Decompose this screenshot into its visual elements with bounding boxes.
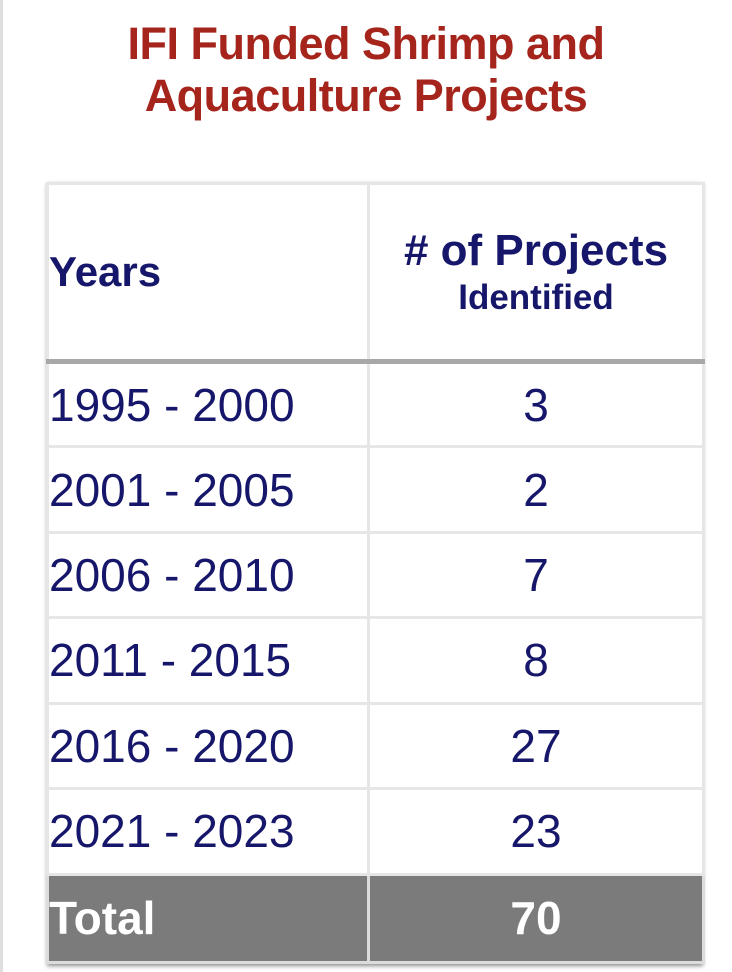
header-years: Years [46, 182, 370, 364]
table-row: 2021 - 2023 23 [46, 787, 705, 876]
table-row: 1995 - 2000 3 [46, 359, 705, 449]
page-title: IFI Funded Shrimp and Aquaculture Projec… [0, 18, 732, 122]
table-row: 2006 - 2010 7 [46, 530, 705, 620]
row-years-cell: 2001 - 2005 [46, 445, 370, 534]
row-projects-cell: 23 [367, 787, 705, 876]
projects-table-container: Years # of Projects Identified 1995 - 20… [46, 182, 705, 965]
row-years-cell: 2016 - 2020 [46, 701, 370, 791]
total-row: Total 70 [46, 872, 705, 965]
row-projects-cell: 7 [367, 530, 705, 620]
header-projects-main: # of Projects [403, 225, 669, 275]
table-row: 2011 - 2015 8 [46, 616, 705, 705]
total-value: 70 [367, 872, 705, 965]
row-projects-cell: 27 [367, 701, 705, 791]
title-line-2: Aquaculture Projects [144, 70, 588, 121]
row-projects-cell: 2 [367, 445, 705, 534]
row-years-cell: 2021 - 2023 [46, 787, 370, 876]
header-projects-sub: Identified [458, 278, 614, 318]
left-edge-rule [0, 0, 3, 972]
table-header-row: Years # of Projects Identified [46, 182, 705, 364]
header-projects: # of Projects Identified [367, 182, 705, 364]
total-label: Total [46, 872, 370, 965]
row-projects-cell: 8 [367, 616, 705, 705]
table-row: 2001 - 2005 2 [46, 445, 705, 534]
projects-table: Years # of Projects Identified 1995 - 20… [46, 182, 705, 965]
table-row: 2016 - 2020 27 [46, 701, 705, 791]
title-line-1: IFI Funded Shrimp and [127, 18, 606, 69]
row-years-cell: 2006 - 2010 [46, 530, 370, 620]
row-projects-cell: 3 [367, 359, 705, 449]
row-years-cell: 2011 - 2015 [46, 616, 370, 705]
row-years-cell: 1995 - 2000 [46, 359, 370, 449]
